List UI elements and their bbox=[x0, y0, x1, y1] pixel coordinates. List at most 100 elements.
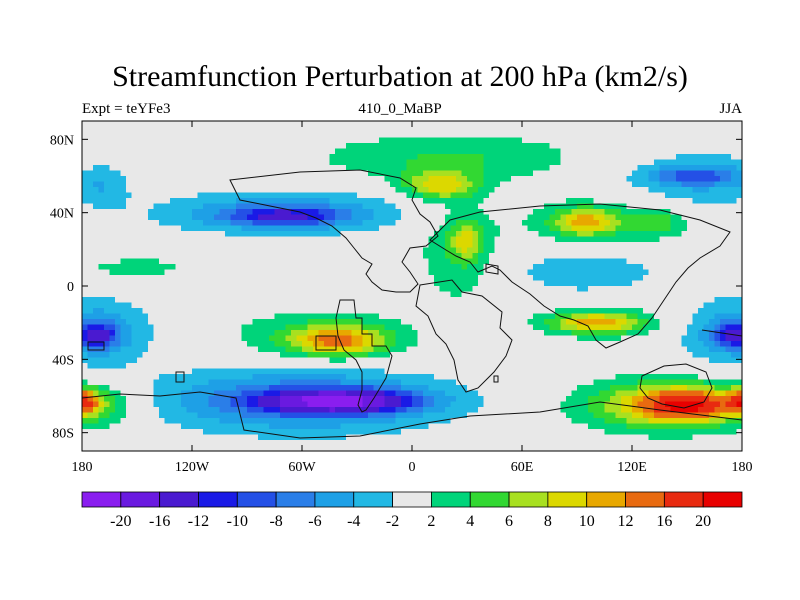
field-cell bbox=[93, 335, 100, 342]
field-cell bbox=[274, 346, 281, 353]
field-cell bbox=[142, 214, 149, 221]
field-cell bbox=[153, 154, 160, 161]
field-cell bbox=[588, 341, 595, 348]
field-cell bbox=[197, 187, 204, 194]
field-cell bbox=[340, 126, 347, 133]
field-cell bbox=[159, 148, 166, 155]
field-cell bbox=[126, 275, 133, 282]
field-cell bbox=[137, 286, 144, 293]
field-cell bbox=[467, 148, 474, 155]
field-cell bbox=[643, 121, 650, 128]
field-cell bbox=[313, 258, 320, 265]
field-cell bbox=[263, 236, 270, 243]
field-cell bbox=[357, 126, 364, 133]
field-cell bbox=[379, 143, 386, 150]
field-cell bbox=[241, 170, 248, 177]
field-cell bbox=[577, 159, 584, 166]
field-cell bbox=[692, 209, 699, 216]
field-cell bbox=[698, 264, 705, 271]
field-cell bbox=[560, 236, 567, 243]
field-cell bbox=[610, 187, 617, 194]
field-cell bbox=[725, 242, 732, 249]
field-cell bbox=[500, 253, 507, 260]
field-cell bbox=[720, 275, 727, 282]
field-cell bbox=[494, 159, 501, 166]
field-cell bbox=[687, 181, 694, 188]
field-cell bbox=[225, 214, 232, 221]
field-cell bbox=[285, 275, 292, 282]
field-cell bbox=[87, 225, 94, 232]
field-cell bbox=[472, 286, 479, 293]
field-cell bbox=[725, 121, 732, 128]
field-cell bbox=[390, 154, 397, 161]
field-cell bbox=[186, 236, 193, 243]
field-cell bbox=[285, 236, 292, 243]
field-cell bbox=[648, 165, 655, 172]
field-cell bbox=[445, 225, 452, 232]
field-cell bbox=[428, 220, 435, 227]
field-cell bbox=[632, 286, 639, 293]
field-cell bbox=[120, 121, 127, 128]
field-cell bbox=[439, 291, 446, 298]
field-cell bbox=[511, 170, 518, 177]
field-cell bbox=[461, 187, 468, 194]
field-cell bbox=[648, 313, 655, 320]
field-cell bbox=[714, 275, 721, 282]
field-cell bbox=[373, 203, 380, 210]
field-cell bbox=[274, 275, 281, 282]
field-cell bbox=[159, 319, 166, 326]
field-cell bbox=[241, 165, 248, 172]
field-cell bbox=[230, 269, 237, 276]
field-cell bbox=[709, 324, 716, 331]
field-cell bbox=[533, 137, 540, 144]
field-cell bbox=[500, 214, 507, 221]
field-cell bbox=[643, 269, 650, 276]
field-cell bbox=[505, 137, 512, 144]
field-cell bbox=[170, 236, 177, 243]
field-cell bbox=[456, 280, 463, 287]
field-cell bbox=[571, 148, 578, 155]
field-cell bbox=[500, 209, 507, 216]
field-cell bbox=[626, 247, 633, 254]
field-cell bbox=[307, 154, 314, 161]
field-cell bbox=[225, 258, 232, 265]
field-cell bbox=[120, 176, 127, 183]
field-cell bbox=[335, 187, 342, 194]
field-cell bbox=[181, 121, 188, 128]
field-cell bbox=[588, 302, 595, 309]
field-cell bbox=[368, 159, 375, 166]
field-cell bbox=[87, 330, 94, 337]
field-cell bbox=[329, 203, 336, 210]
field-cell bbox=[192, 308, 199, 315]
field-cell bbox=[87, 220, 94, 227]
field-cell bbox=[676, 181, 683, 188]
field-cell bbox=[274, 137, 281, 144]
field-cell bbox=[258, 319, 265, 326]
field-cell bbox=[467, 297, 474, 304]
field-cell bbox=[296, 236, 303, 243]
field-cell bbox=[417, 308, 424, 315]
field-cell bbox=[104, 275, 111, 282]
field-cell bbox=[555, 335, 562, 342]
field-cell bbox=[373, 264, 380, 271]
field-cell bbox=[709, 198, 716, 205]
field-cell bbox=[516, 159, 523, 166]
field-cell bbox=[324, 330, 331, 337]
field-cell bbox=[170, 264, 177, 271]
field-cell bbox=[478, 137, 485, 144]
field-cell bbox=[720, 132, 727, 139]
field-cell bbox=[175, 148, 182, 155]
field-cell bbox=[676, 242, 683, 249]
field-cell bbox=[384, 154, 391, 161]
field-cell bbox=[98, 341, 105, 348]
field-cell bbox=[527, 170, 534, 177]
field-cell bbox=[692, 187, 699, 194]
field-cell bbox=[593, 214, 600, 221]
field-cell bbox=[137, 192, 144, 199]
field-cell bbox=[401, 286, 408, 293]
field-cell bbox=[186, 330, 193, 337]
field-cell bbox=[368, 297, 375, 304]
field-cell bbox=[467, 346, 474, 353]
field-cell bbox=[472, 242, 479, 249]
field-cell bbox=[164, 231, 171, 238]
